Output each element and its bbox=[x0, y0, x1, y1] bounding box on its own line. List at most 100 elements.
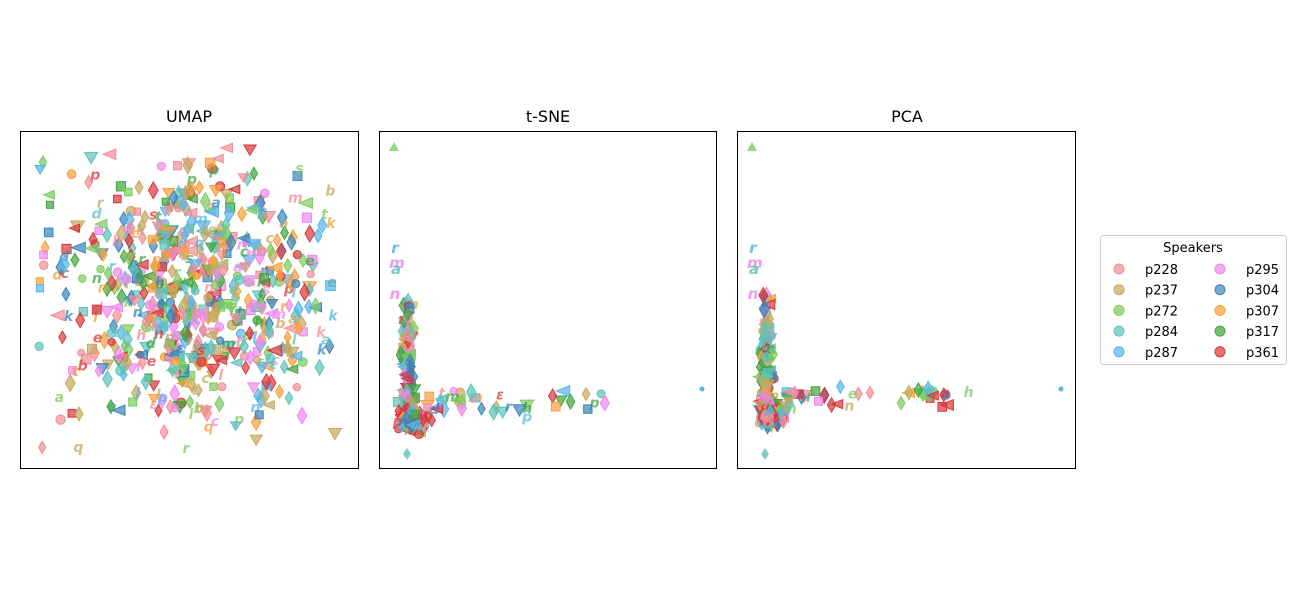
scatter-point bbox=[174, 184, 183, 200]
scatter-point bbox=[121, 273, 132, 285]
scatter-point bbox=[113, 345, 125, 365]
legend-label-p237: p237 bbox=[1145, 284, 1178, 299]
scatter-point: n bbox=[92, 271, 102, 287]
scatter-point: p bbox=[89, 168, 100, 184]
scatter-point: n bbox=[748, 285, 759, 303]
scatter-point bbox=[141, 313, 152, 331]
scatter-point bbox=[161, 230, 171, 240]
scatter-point bbox=[313, 227, 323, 244]
scatter-point: s bbox=[295, 161, 303, 177]
scatter-point bbox=[204, 157, 216, 169]
scatter-point bbox=[211, 153, 224, 164]
scatter-point bbox=[116, 224, 127, 243]
scatter-point bbox=[310, 297, 321, 315]
scatter-point bbox=[68, 223, 81, 234]
scatter-point: t bbox=[246, 248, 254, 264]
scatter-point bbox=[254, 361, 270, 375]
scatter-point bbox=[91, 304, 102, 315]
scatter-point: a bbox=[55, 390, 64, 406]
scatter-point: p bbox=[521, 409, 532, 425]
scatter-point bbox=[813, 396, 823, 406]
scatter-point bbox=[35, 277, 44, 286]
scatter-point: p bbox=[588, 395, 599, 411]
scatter-point: r bbox=[280, 299, 288, 315]
scatter-point bbox=[134, 259, 149, 271]
scatter-point bbox=[109, 301, 124, 313]
scatter-point: l bbox=[218, 368, 223, 384]
scatter-point: r bbox=[138, 252, 146, 268]
scatter-point bbox=[157, 392, 167, 409]
scatter-point bbox=[747, 142, 757, 151]
scatter-point: s bbox=[185, 251, 193, 267]
scatter-point: t bbox=[72, 364, 80, 380]
scatter-point bbox=[93, 218, 108, 230]
scatter-point: n bbox=[173, 246, 183, 262]
legend-marker-p284 bbox=[1113, 325, 1125, 337]
scatter-point bbox=[136, 296, 146, 311]
scatter-point bbox=[599, 394, 610, 412]
scatter-point bbox=[854, 386, 863, 402]
scatter-point bbox=[434, 393, 448, 404]
scatter-point: n bbox=[250, 400, 260, 416]
scatter-point bbox=[49, 309, 65, 322]
scatter-point bbox=[1058, 386, 1064, 392]
scatter-point: r bbox=[806, 390, 814, 406]
scatter-point bbox=[184, 353, 197, 364]
scatter-point bbox=[124, 232, 134, 249]
scatter-point: e bbox=[848, 387, 858, 403]
scatter-point bbox=[296, 406, 308, 425]
scatter-point bbox=[161, 250, 170, 259]
scatter-point: c bbox=[271, 353, 280, 369]
umap-title: UMAP bbox=[166, 107, 212, 126]
scatter-point bbox=[179, 276, 194, 288]
scatter-point: e bbox=[155, 277, 165, 293]
legend-label-p317: p317 bbox=[1246, 325, 1279, 340]
scatter-point bbox=[168, 189, 179, 206]
scatter-point bbox=[218, 259, 229, 277]
scatter-point: c bbox=[61, 266, 70, 282]
pca-points: pcspmcrhhlmaqεtmεdcεtpknaapεεrcemεdεkmcr… bbox=[747, 142, 1064, 460]
legend-label-p307: p307 bbox=[1246, 304, 1279, 319]
scatter-point bbox=[941, 390, 951, 400]
scatter-point: p bbox=[186, 172, 197, 188]
scatter-point: h bbox=[405, 366, 415, 382]
scatter-point bbox=[495, 406, 510, 419]
scatter-point bbox=[78, 307, 89, 317]
scatter-point bbox=[70, 241, 86, 254]
scatter-point bbox=[292, 171, 303, 181]
scatter-point bbox=[219, 142, 233, 154]
scatter-point: r bbox=[125, 277, 133, 293]
scatter-point: k bbox=[317, 342, 328, 358]
scatter-point bbox=[165, 306, 177, 326]
scatter-point: m bbox=[747, 254, 763, 272]
scatter-point: c bbox=[240, 244, 249, 260]
scatter-point: e bbox=[147, 354, 157, 370]
scatter-point bbox=[185, 394, 195, 410]
scatter-point bbox=[407, 359, 416, 374]
scatter-point bbox=[259, 273, 270, 284]
scatter-point bbox=[198, 307, 209, 326]
scatter-point bbox=[128, 397, 138, 407]
scatter-point bbox=[865, 385, 875, 400]
scatter-point: k bbox=[405, 302, 416, 318]
scatter-point bbox=[84, 174, 93, 190]
scatter-point: h bbox=[136, 328, 146, 344]
scatter-point bbox=[137, 218, 147, 234]
scatter-point bbox=[252, 315, 262, 325]
scatter-point bbox=[70, 252, 80, 268]
scatter-point bbox=[314, 358, 325, 377]
tsne-title: t-SNE bbox=[526, 107, 570, 126]
scatter-point bbox=[138, 230, 147, 246]
scatter-point bbox=[193, 333, 203, 350]
scatter-point: d bbox=[146, 336, 157, 352]
scatter-point: k bbox=[64, 309, 75, 325]
scatter-point: b bbox=[325, 184, 335, 200]
scatter-point bbox=[782, 386, 796, 398]
scatter-point: a bbox=[288, 311, 297, 327]
scatter-point bbox=[227, 184, 241, 195]
scatter-point bbox=[554, 395, 568, 407]
scatter-point bbox=[203, 265, 218, 279]
scatter-point bbox=[196, 356, 207, 368]
scatter-point bbox=[67, 408, 77, 418]
scatter-point bbox=[94, 226, 104, 235]
